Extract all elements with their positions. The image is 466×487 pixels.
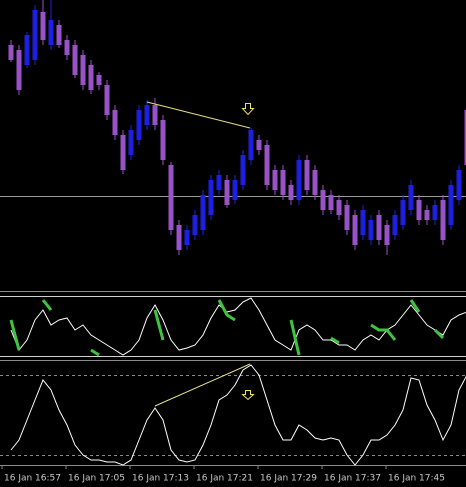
x-tick-label: 16 Jan 17:29 [260, 474, 317, 484]
arrow-icon [241, 103, 255, 116]
arrow-icon [241, 390, 255, 401]
candle-body [456, 170, 462, 200]
candle-body [24, 35, 30, 65]
candle-body [208, 180, 214, 215]
candle-body [16, 50, 22, 90]
candle-body [328, 195, 334, 210]
candle-body [232, 180, 238, 200]
candle-body [408, 185, 414, 210]
candle-body [256, 140, 262, 150]
x-tick-label: 16 Jan 17:05 [68, 474, 125, 484]
candle-body [344, 205, 350, 230]
candle-body [320, 190, 326, 210]
candle-body [128, 130, 134, 155]
x-tick-label: 16 Jan 17:37 [324, 474, 381, 484]
trend-line [146, 101, 251, 129]
candle-body [120, 135, 126, 170]
x-tick-label: 16 Jan 17:13 [132, 474, 189, 484]
candle-body [312, 170, 318, 195]
indicator-line [10, 297, 466, 356]
candle-body [40, 12, 46, 40]
candle-body [392, 215, 398, 235]
candle-body [376, 215, 382, 240]
candle-body [152, 105, 158, 125]
candle-body [144, 105, 150, 125]
candle-body [80, 55, 86, 85]
candle-body [168, 165, 174, 230]
candle-body [240, 155, 246, 185]
candle-body [448, 185, 454, 225]
candle-body [424, 210, 430, 220]
candle-body [416, 200, 422, 220]
candle-body [176, 225, 182, 250]
candle-body [192, 215, 198, 235]
candle-body [216, 175, 222, 190]
candle-body [56, 25, 62, 45]
candle-body [224, 180, 230, 205]
candle-body [248, 130, 254, 160]
trend-line [154, 363, 251, 407]
candle-body [304, 160, 310, 190]
candle-body [464, 110, 466, 165]
candle-body [104, 85, 110, 115]
candle-body [400, 200, 406, 225]
candle-body [280, 170, 286, 195]
candle-body [200, 195, 206, 230]
candle-body [160, 120, 166, 160]
x-tick-label: 16 Jan 17:21 [196, 474, 253, 484]
candle-body [136, 110, 142, 140]
candle-body [352, 215, 358, 245]
candle-body [48, 20, 54, 45]
x-tick-label: 16 Jan 17:45 [388, 474, 445, 484]
signal-segments [9, 299, 445, 357]
candle-body [8, 45, 14, 60]
candle-body [440, 200, 446, 240]
candle-body [360, 210, 366, 235]
candle-body [384, 225, 390, 245]
x-tick-label: 16 Jan 16:57 [4, 474, 61, 484]
candle-body [368, 220, 374, 240]
candle-body [272, 170, 278, 190]
candle-body [184, 230, 190, 245]
candle-body [96, 75, 102, 85]
candle-body [32, 10, 38, 60]
candle-body [64, 40, 70, 55]
candle-body [112, 110, 118, 135]
candle-body [72, 45, 78, 75]
candle-body [432, 205, 438, 220]
candle-body [88, 65, 94, 90]
candle-body [296, 160, 302, 200]
candle-body [264, 145, 270, 185]
indicator-line [10, 364, 466, 466]
candle-body [336, 200, 342, 215]
candle-body [288, 185, 294, 200]
